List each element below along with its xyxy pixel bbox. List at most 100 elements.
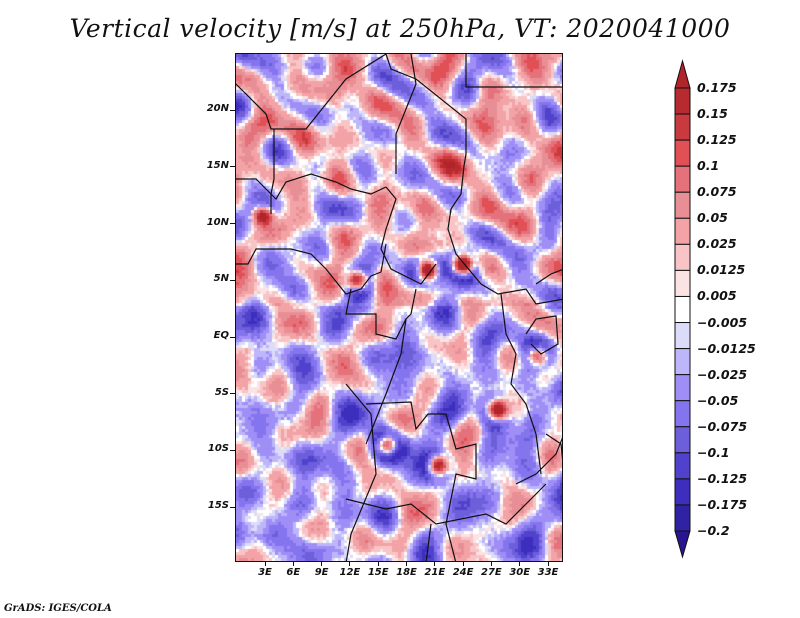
- lon-tick-mark: [519, 562, 521, 566]
- country-border: [345, 483, 547, 525]
- colorbar-swatch: [674, 243, 691, 271]
- colorbar-tick-label: 0.175: [697, 80, 737, 95]
- colorbar-swatch: [674, 139, 691, 167]
- lon-tick-label: 21E: [424, 567, 446, 578]
- chart-title: Vertical velocity [m/s] at 250hPa, VT: 2…: [69, 14, 731, 43]
- lat-tick-label: 15N: [206, 159, 229, 171]
- lon-tick-mark: [462, 562, 464, 566]
- lon-tick-label: 15E: [367, 567, 389, 578]
- country-border: [345, 288, 407, 340]
- colorbar-swatch: [674, 452, 691, 480]
- lat-tick-mark: [230, 109, 235, 111]
- lon-tick-label: 6E: [286, 567, 301, 578]
- colorbar-swatch: [674, 113, 691, 141]
- lon-tick-label: 12E: [339, 567, 361, 578]
- lat-tick-mark: [230, 279, 235, 281]
- colorbar-tick-label: −0.175: [697, 496, 748, 512]
- lon-tick-mark: [321, 562, 323, 566]
- colorbar-tick-label: 0.0125: [697, 262, 746, 278]
- colorbar-extend-min: [674, 530, 691, 559]
- lon-tick-label: 30E: [509, 567, 531, 578]
- country-border: [447, 165, 562, 305]
- lon-tick-mark: [490, 562, 492, 566]
- lon-tick-label: 33E: [537, 567, 559, 578]
- colorbar-tick-label: 0.075: [697, 184, 737, 200]
- lat-tick-label: 20N: [206, 103, 229, 115]
- country-border: [236, 54, 387, 130]
- colorbar-tick-label: 0.05: [697, 210, 728, 226]
- lon-tick-label: 3E: [258, 567, 272, 578]
- map-plot-area: [235, 53, 563, 562]
- country-border: [500, 293, 542, 475]
- lat-tick-label: 5N: [213, 273, 229, 285]
- country-border: [545, 433, 562, 461]
- country-border: [380, 186, 437, 285]
- lat-tick-label: 10N: [206, 216, 229, 228]
- colorbar-swatch: [674, 217, 691, 245]
- country-border: [395, 54, 417, 174]
- lat-tick-mark: [230, 506, 235, 508]
- country-border: [236, 243, 387, 295]
- country-border: [525, 315, 559, 355]
- country-border: [345, 383, 377, 561]
- colorbar-swatch: [674, 478, 691, 506]
- lon-tick-mark: [434, 562, 436, 566]
- country-borders: [236, 54, 562, 561]
- lon-tick-mark: [406, 562, 407, 566]
- lat-tick-mark: [230, 166, 235, 168]
- lat-tick-mark: [230, 223, 235, 225]
- colorbar-swatch: [674, 504, 691, 532]
- colorbar-tick-label: 0.1: [697, 158, 720, 174]
- lon-tick-mark: [264, 562, 266, 566]
- country-border: [236, 173, 387, 200]
- colorbar-swatch: [674, 87, 691, 115]
- colorbar-swatch: [674, 400, 691, 428]
- colorbar-extend-max: [674, 59, 691, 89]
- velocity-field-heatmap: [236, 54, 562, 561]
- lon-tick-mark: [292, 562, 294, 566]
- lon-tick-label: 27E: [481, 567, 502, 578]
- lat-tick-mark: [230, 336, 235, 338]
- colorbar-tick-label: −0.2: [697, 523, 730, 538]
- country-border: [535, 269, 562, 285]
- colorbar-swatch: [674, 165, 691, 193]
- colorbar-tick-label: −0.0125: [697, 340, 756, 356]
- country-border: [425, 523, 432, 561]
- lat-tick-label: 10S: [207, 443, 229, 455]
- colorbar-tick-label: 0.15: [697, 106, 728, 122]
- colorbar-tick-label: −0.025: [697, 366, 748, 382]
- colorbar-swatch: [674, 322, 691, 350]
- colorbar-tick-label: −0.075: [697, 418, 748, 434]
- colorbar-tick-label: −0.1: [697, 444, 730, 460]
- country-border: [365, 401, 477, 561]
- lat-tick-label: EQ: [213, 330, 229, 341]
- colorbar-tick-label: 0.025: [697, 236, 737, 252]
- lat-tick-mark: [230, 393, 235, 395]
- country-border: [270, 129, 275, 214]
- colorbar-swatch: [674, 348, 691, 376]
- colorbar-tick-label: −0.005: [697, 314, 748, 330]
- colorbar-tick-label: −0.125: [697, 470, 748, 486]
- lat-tick-mark: [230, 449, 235, 451]
- colorbar-swatch: [674, 191, 691, 219]
- lon-tick-mark: [349, 562, 351, 566]
- credit-label: GrADS: IGES/COLA: [4, 603, 112, 614]
- country-border: [385, 54, 467, 167]
- colorbar-tick-label: 0.125: [697, 132, 737, 148]
- lon-tick-mark: [377, 562, 379, 566]
- colorbar-tick-label: −0.05: [697, 392, 739, 408]
- lon-tick-label: 18E: [396, 567, 417, 578]
- colorbar-swatch: [674, 295, 691, 324]
- colorbar-swatch: [674, 269, 691, 297]
- colorbar-swatch: [674, 374, 691, 402]
- country-border: [465, 54, 562, 88]
- lon-tick-label: 24E: [452, 567, 474, 578]
- country-border: [365, 288, 417, 445]
- lon-tick-label: 9E: [314, 567, 329, 578]
- lat-tick-label: 15S: [207, 500, 229, 512]
- lon-tick-mark: [547, 562, 549, 566]
- colorbar-swatch: [674, 426, 691, 454]
- lat-tick-label: 5S: [214, 386, 229, 398]
- colorbar-tick-label: 0.005: [697, 288, 737, 304]
